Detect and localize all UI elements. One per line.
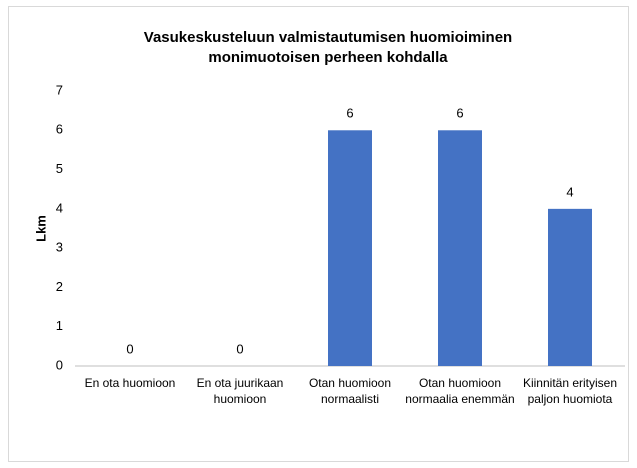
y-axis-label: Lkm [33, 215, 48, 242]
chart-title: Vasukeskusteluun valmistautumisen huomio… [143, 29, 513, 66]
y-tick-label: 5 [56, 161, 63, 176]
y-tick-label: 2 [56, 279, 63, 294]
y-tick-label: 3 [56, 240, 63, 255]
data-label: 0 [236, 341, 243, 356]
bar [438, 130, 482, 366]
bar [548, 208, 592, 366]
x-tick-label: Kiinnitän erityisen paljon huomiota [522, 376, 618, 406]
data-label: 0 [126, 341, 133, 356]
chart-border [8, 6, 629, 462]
y-tick-label: 7 [56, 82, 63, 97]
y-tick-label: 1 [56, 318, 63, 333]
x-tick-label: En ota huomioon [84, 376, 176, 390]
y-tick-label: 4 [56, 200, 63, 215]
data-label: 6 [456, 106, 463, 121]
y-tick-label: 0 [56, 357, 63, 372]
data-label: 4 [566, 184, 573, 199]
bar [328, 130, 372, 366]
y-tick-label: 6 [56, 122, 63, 137]
x-tick-label: Otan huomioon normaalisti [308, 376, 392, 406]
data-label: 6 [346, 106, 353, 121]
x-tick-label: En ota juurikaan huomioon [196, 376, 284, 406]
x-tick-label: Otan huomioon normaalia enemmän [405, 376, 515, 406]
